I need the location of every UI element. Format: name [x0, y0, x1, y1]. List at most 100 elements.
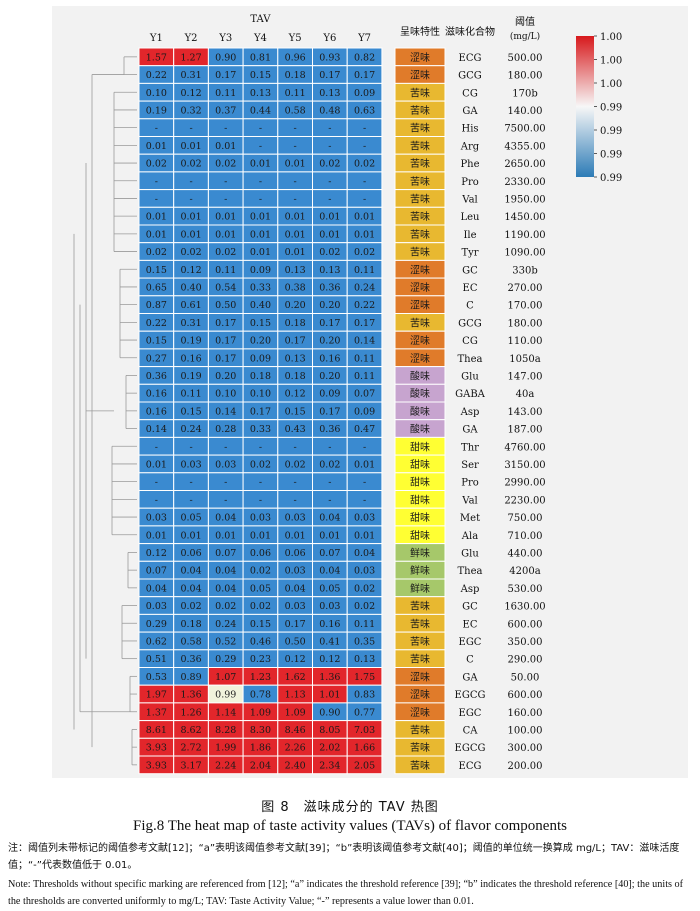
cell-value: 0.24 [215, 619, 236, 630]
cell-value: 0.01 [146, 212, 167, 223]
cell-value: 0.18 [250, 371, 271, 382]
compound-label: EGCG [455, 690, 486, 701]
cell-value: - [328, 477, 331, 488]
taste-label: 苦味 [410, 122, 430, 135]
cell-value: 0.20 [319, 371, 340, 382]
cell-value: - [363, 495, 366, 506]
cell-value: 0.01 [146, 141, 167, 152]
cell-value: 0.12 [285, 389, 306, 400]
cell-value: 0.62 [146, 636, 167, 647]
cell-value: 0.01 [319, 229, 340, 240]
taste-label: 甜味 [410, 511, 430, 524]
cell-value: 0.01 [180, 229, 201, 240]
threshold-value: 750.00 [508, 513, 543, 524]
compound-label: Ser [461, 460, 479, 471]
cell-value: - [189, 194, 192, 205]
cell-value: 0.05 [250, 583, 271, 594]
threshold-value: 1190.00 [504, 230, 545, 241]
cell-value: 0.40 [180, 282, 201, 293]
cell-value: 1.36 [180, 690, 201, 701]
compound-label: GC [462, 602, 478, 613]
cell-value: 0.46 [250, 636, 271, 647]
cell-value: 0.33 [250, 424, 271, 435]
cell-value: 0.24 [354, 282, 375, 293]
threshold-value: 100.00 [508, 725, 543, 736]
compound-label: Asp [460, 407, 480, 418]
cell-value: - [328, 141, 331, 152]
threshold-value: 600.00 [508, 690, 543, 701]
cell-value: 0.22 [146, 318, 167, 329]
figure-caption-cn: 图 8 滋味成分的 TAV 热图 [261, 800, 439, 815]
cell-value: 0.01 [319, 530, 340, 541]
cell-value: 7.03 [354, 725, 375, 736]
cell-value: 0.15 [180, 406, 201, 417]
cell-value: 0.20 [250, 336, 271, 347]
cell-value: - [328, 194, 331, 205]
cell-value: 0.50 [285, 636, 306, 647]
cell-value: 0.36 [180, 654, 201, 665]
cell-value: - [259, 477, 262, 488]
cell-value: 0.03 [250, 513, 271, 524]
cell-value: 0.63 [354, 105, 375, 116]
cell-value: 0.36 [146, 371, 167, 382]
cell-value: 0.58 [180, 636, 201, 647]
cell-value: 0.54 [215, 282, 236, 293]
cell-value: 2.05 [354, 760, 375, 771]
cell-value: 0.01 [285, 247, 306, 258]
cell-value: 1.57 [146, 52, 167, 63]
cell-value: 0.78 [250, 690, 271, 701]
cell-value: 0.06 [285, 548, 306, 559]
cell-value: 0.19 [180, 371, 201, 382]
cell-value: 0.05 [180, 513, 201, 524]
column-label: Y3 [218, 33, 232, 44]
taste-cell [394, 755, 446, 775]
cell-value: 0.02 [180, 601, 201, 612]
cell-value: 0.15 [146, 265, 167, 276]
cell-value: - [224, 477, 227, 488]
cell-value: 1.23 [250, 672, 271, 683]
cell-value: 0.99 [215, 690, 236, 701]
cell-value: - [224, 176, 227, 187]
cell-value: - [189, 477, 192, 488]
cell-value: 0.11 [215, 265, 236, 276]
cell-value: 0.15 [285, 406, 306, 417]
cell-value: 0.02 [319, 247, 340, 258]
cell-value: 2.34 [319, 760, 340, 771]
cell-value: 0.06 [180, 548, 201, 559]
threshold-value: 500.00 [508, 53, 543, 64]
cell-value: 0.15 [250, 619, 271, 630]
figure-caption-en: Fig.8 The heat map of taste activity val… [133, 818, 567, 834]
cell-value: 0.04 [319, 513, 340, 524]
cell-value: 0.01 [354, 212, 375, 223]
cell-value: 0.02 [354, 247, 375, 258]
cell-value: 0.77 [354, 707, 375, 718]
taste-label: 涩味 [410, 264, 430, 276]
cell-value: - [155, 495, 158, 506]
cell-value: 0.02 [146, 247, 167, 258]
compound-label: C [466, 655, 474, 666]
cell-value: 0.31 [180, 70, 201, 81]
cell-value: 0.01 [180, 141, 201, 152]
threshold-value: 2650.00 [504, 159, 545, 170]
colorbar-tick-label: 0.99 [600, 103, 622, 114]
cell-value: - [259, 194, 262, 205]
cell-value: - [294, 141, 297, 152]
cell-value: 0.40 [250, 300, 271, 311]
threshold-value: 2330.00 [504, 177, 545, 188]
cell-value: 0.13 [250, 88, 271, 99]
cell-value: - [189, 123, 192, 134]
cell-value: 1.99 [215, 743, 236, 754]
column-label: Y6 [322, 33, 336, 44]
cell-value: 0.01 [250, 212, 271, 223]
cell-value: 1.13 [285, 690, 306, 701]
threshold-value: 600.00 [508, 619, 543, 630]
taste-label: 甜味 [410, 529, 430, 542]
taste-label: 苦味 [410, 653, 430, 666]
threshold-value: 3150.00 [504, 460, 545, 471]
cell-value: 0.61 [180, 300, 201, 311]
cell-value: 0.13 [285, 353, 306, 364]
compound-label: CA [463, 725, 479, 736]
cell-value: 0.01 [285, 212, 306, 223]
cell-value: 0.18 [285, 371, 306, 382]
cell-value: 0.15 [250, 318, 271, 329]
